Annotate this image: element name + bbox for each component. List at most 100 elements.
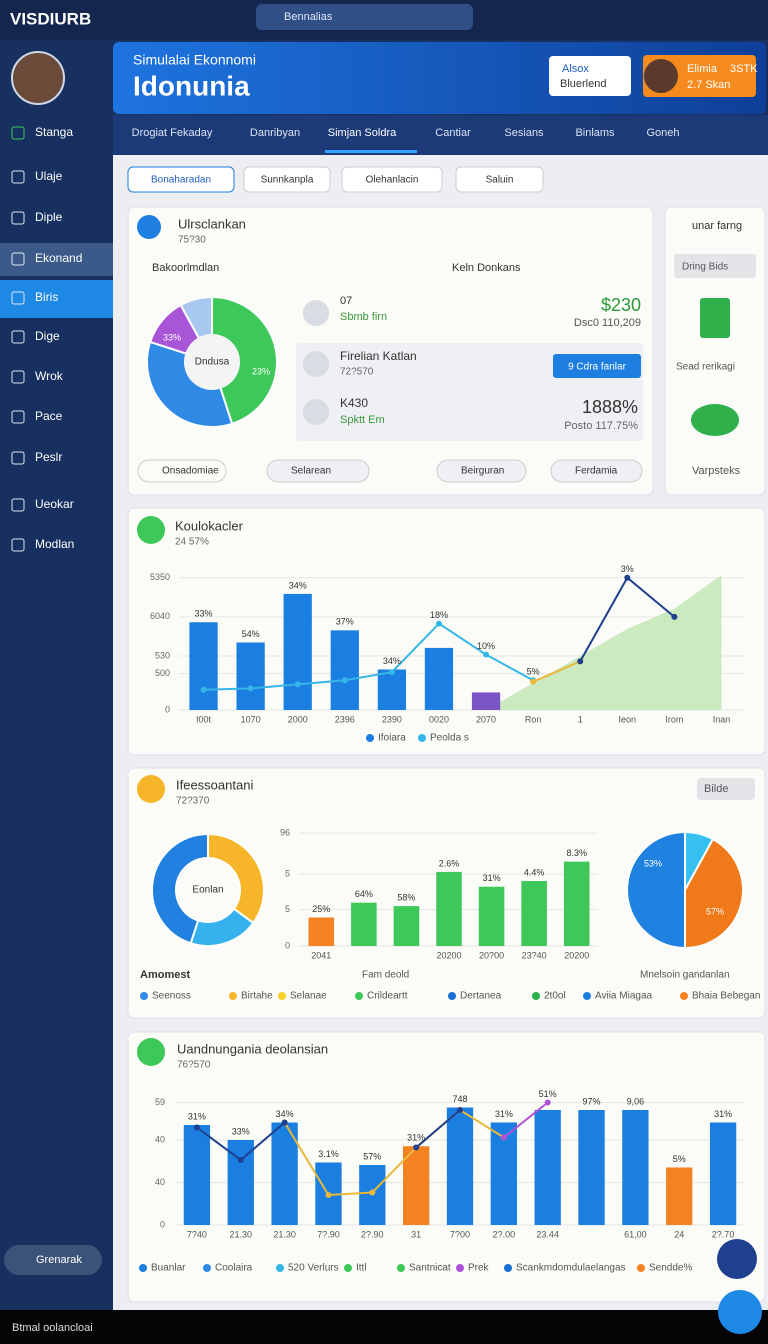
side-item[interactable]: Wrok [35,369,64,383]
side-button-text[interactable]: Grenarak [36,1254,82,1266]
side-item[interactable]: Pace [35,409,63,423]
legend-text: Dertanea [460,991,502,1002]
row-icon [303,300,329,326]
banner-box[interactable] [549,56,631,96]
side-item[interactable]: Dige [35,329,60,343]
bar [283,593,312,710]
legend-dot [504,1264,512,1272]
chip[interactable] [266,459,370,483]
filter-text[interactable]: Sunnkanpla [261,175,314,186]
label: Amomest [140,969,190,981]
filter-text[interactable]: Bonaharadan [151,175,211,186]
tab[interactable]: Binlams [575,127,615,139]
bar [236,642,265,710]
fab-close[interactable] [717,1239,757,1279]
search-box[interactable] [256,4,473,30]
search-text[interactable]: Bennalias [284,11,333,23]
card-button-text[interactable]: Bilde [704,783,728,795]
side-item[interactable]: Stanga [35,125,73,139]
side-label: Sead rerikagi [676,362,735,373]
x-tick-label: 2070 [476,714,496,724]
data-label: 97% [583,1096,601,1106]
data-label: 31% [495,1109,513,1119]
side-button-text[interactable]: Dring Bids [682,262,728,273]
side-item[interactable]: Ulaje [35,169,63,183]
chip-text[interactable]: Selarean [291,466,331,477]
pie-center [184,334,240,390]
filter-text[interactable]: Olehanlacin [366,175,419,186]
side-item[interactable]: Modlan [35,537,74,551]
y-tick-label: 40 [155,1177,165,1187]
row-button[interactable] [553,354,641,378]
data-label: 51% [539,1089,557,1099]
bar [563,861,590,946]
y-tick-label: 40 [155,1134,165,1144]
legend: Keln Donkans [452,262,521,274]
y-tick-label: 0 [165,704,170,714]
legend-dot [139,1264,147,1272]
x-tick-label: 2041 [311,950,331,960]
tab[interactable]: Simjan Soldra [328,127,397,139]
dropdown[interactable]: Bakoorlmdlan [152,262,219,274]
chip-text[interactable]: Onsadomiae [162,466,219,477]
chip[interactable] [137,459,227,483]
y-tick-label: 6040 [150,611,170,621]
card-title: Ulrsclankan [178,216,246,231]
filter-chip[interactable] [455,166,544,193]
filter-text[interactable]: Saluin [486,175,514,186]
side-search[interactable]: unar farng [692,220,742,232]
tab[interactable]: Sesians [504,127,544,139]
bar [436,871,462,946]
data-label: 5% [673,1154,686,1164]
tabbar [113,115,768,155]
side-button[interactable] [674,254,756,278]
data-label: 25% [312,904,330,914]
legend-dot [276,1264,284,1272]
line [196,1109,461,1162]
x-tick-label: 20?00 [479,950,504,960]
tab[interactable]: Danribyan [250,127,300,139]
side-item[interactable]: Ueokar [35,497,74,511]
side-item[interactable]: Peslr [35,450,62,464]
data-label: 10% [477,641,495,651]
filter-chip[interactable] [127,166,235,193]
legend-dot [637,1264,645,1272]
chip[interactable] [436,459,527,483]
x-tick-label: 24 [674,1229,684,1239]
x-tick-label: 2?.70 [712,1229,735,1239]
data-label: 34% [276,1109,294,1119]
bar [578,1110,605,1225]
side-card [664,206,766,496]
tab[interactable]: Cantiar [435,127,471,139]
tab[interactable]: Goneh [646,127,679,139]
bar [521,881,547,946]
y-tick-label: 5 [285,904,290,914]
filter-chip[interactable] [341,166,443,193]
row-button-text[interactable]: 9 Cdra fanlar [568,362,626,373]
data-label: 31% [188,1111,206,1121]
chip-text[interactable]: Beirguran [461,466,504,477]
line [283,1108,505,1197]
filter-chip[interactable] [243,166,331,193]
legend-text: Santnicat [409,1263,451,1274]
data-label: 33% [232,1126,250,1136]
tab[interactable]: Drogiat Fekaday [132,127,213,139]
card-button[interactable] [697,778,755,800]
legend-dot [355,992,363,1000]
fab[interactable] [718,1290,762,1334]
card-subtitle: 24 57% [175,537,209,548]
legend-text: Peolda s [430,733,469,744]
side-item[interactable]: Biris [35,290,58,304]
y-tick-label: 96 [280,828,290,838]
side-button[interactable] [4,1245,102,1275]
side-icon [11,538,25,552]
side-item[interactable]: Diple [35,210,63,224]
legend-text: Sendde% [649,1263,692,1274]
x-tick-label: 1070 [241,714,261,724]
annotation: 53% [644,858,662,868]
chip-text[interactable]: Ferdamia [575,466,618,477]
side-item[interactable]: Ekonand [35,251,82,265]
data-label: 3.1% [318,1149,339,1159]
pie-slice [207,832,265,925]
chip[interactable] [550,459,643,483]
